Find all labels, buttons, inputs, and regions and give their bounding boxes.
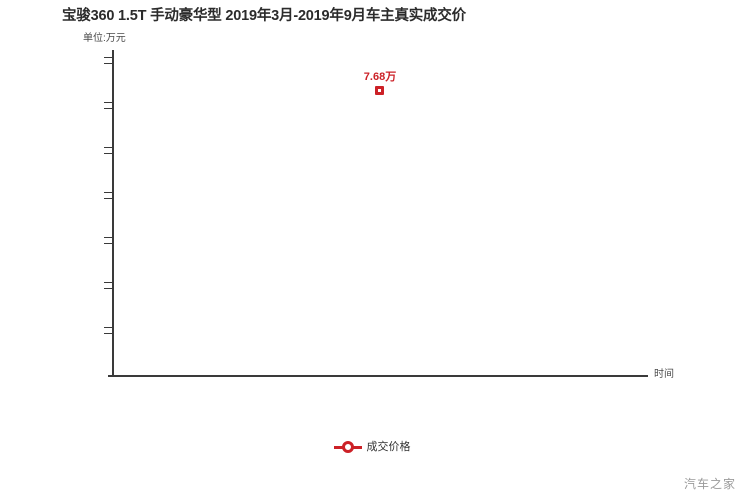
data-point-marker[interactable] <box>375 86 384 95</box>
y-axis-tick <box>104 288 112 289</box>
y-axis-tick <box>104 243 112 244</box>
y-axis-tick <box>104 198 112 199</box>
y-axis-tick <box>104 333 112 334</box>
data-point-value-label: 7.68万 <box>363 71 397 83</box>
y-axis-tick <box>104 237 112 238</box>
y-axis-tick <box>104 327 112 328</box>
y-axis-unit-label: 单位:万元 <box>83 33 126 44</box>
y-axis-tick <box>104 192 112 193</box>
legend-item-label: 成交价格 <box>366 440 411 453</box>
y-axis-tick <box>104 153 112 154</box>
chart-legend: 成交价格 <box>0 440 744 454</box>
y-axis-line <box>112 50 114 376</box>
y-axis-tick <box>104 63 112 64</box>
y-axis-tick <box>104 57 112 58</box>
y-axis-tick <box>104 147 112 148</box>
x-axis-line <box>108 375 648 377</box>
x-axis-label: 时间 <box>654 369 674 380</box>
legend-item-price[interactable]: 成交价格 <box>333 440 411 454</box>
legend-marker-icon <box>333 440 362 454</box>
watermark-autohome: 汽车之家 <box>683 477 736 491</box>
y-axis-tick <box>104 102 112 103</box>
y-axis-tick <box>104 282 112 283</box>
y-axis-tick <box>104 108 112 109</box>
chart-title: 宝骏360 1.5T 手动豪华型 2019年3月-2019年9月车主真实成交价 <box>62 8 466 24</box>
